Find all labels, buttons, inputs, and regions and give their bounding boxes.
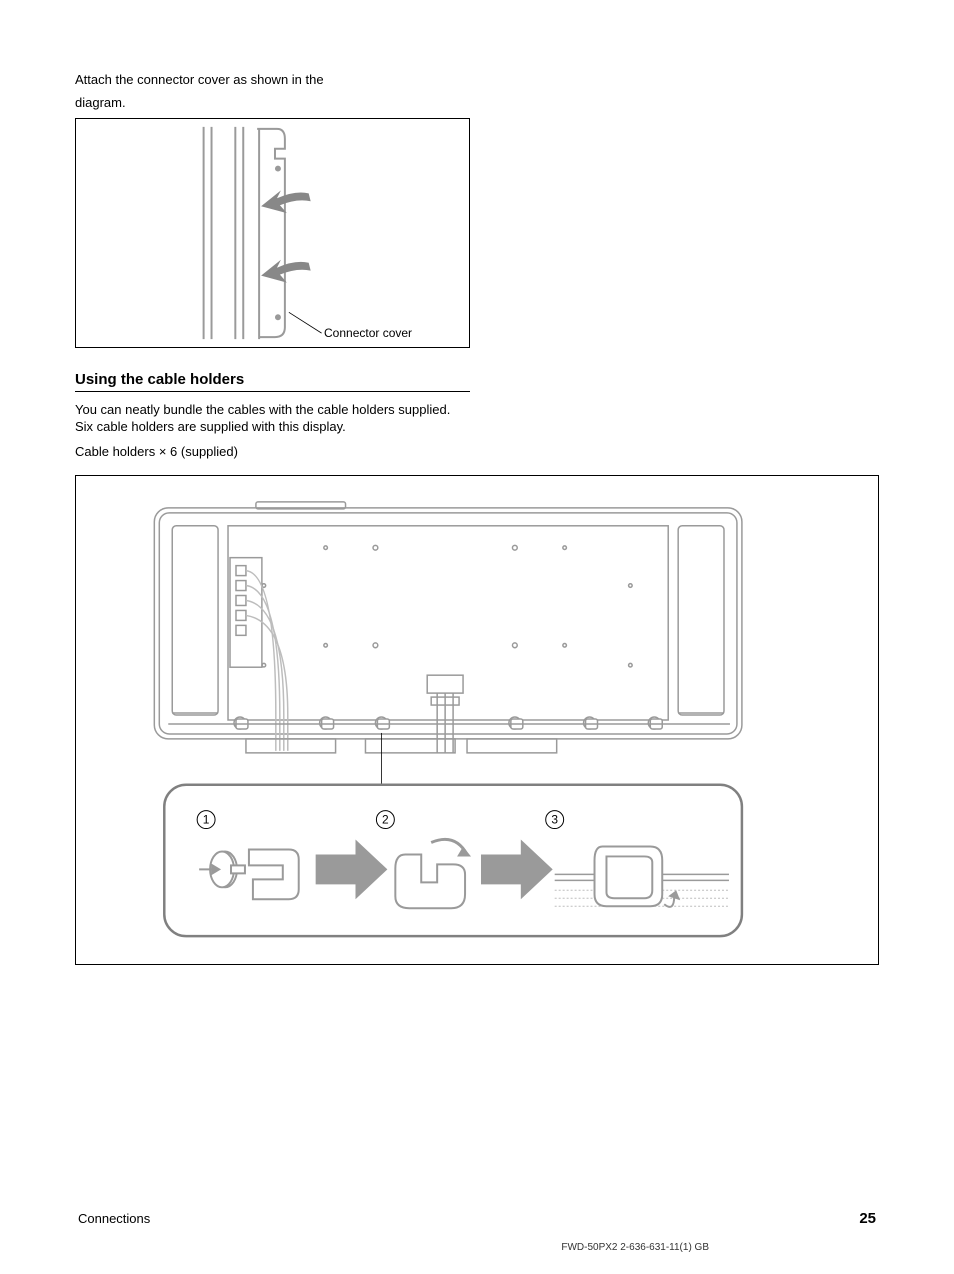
cable-holders-heading: Using the cable holders (75, 370, 879, 390)
page-number: 25 (859, 1209, 876, 1229)
step-2-number: 2 (382, 813, 389, 827)
attach-line2: diagram. (75, 95, 879, 112)
cable-holder-diagram: 1 2 (75, 475, 879, 965)
cable-holders-body: You can neatly bundle the cables with th… (75, 402, 470, 436)
multiply-sign: × (159, 444, 167, 459)
connector-cover-diagram: Connector cover (75, 118, 470, 348)
footer-section-label: Connections (78, 1211, 150, 1228)
step-3-number: 3 (551, 813, 558, 827)
connector-cover-label: Connector cover (324, 326, 412, 342)
heading-underline (75, 391, 470, 392)
cable-holders-supplied: Cable holders × 6 (supplied) (75, 444, 879, 461)
supplied-prefix: Cable holders (75, 444, 159, 459)
supplied-count: 6 (supplied) (170, 444, 238, 459)
attach-line1: Attach the connector cover as shown in t… (75, 72, 879, 89)
step-1-number: 1 (203, 813, 210, 827)
footer-filecode: FWD-50PX2 2-636-631-11(1) GB (561, 1241, 709, 1254)
